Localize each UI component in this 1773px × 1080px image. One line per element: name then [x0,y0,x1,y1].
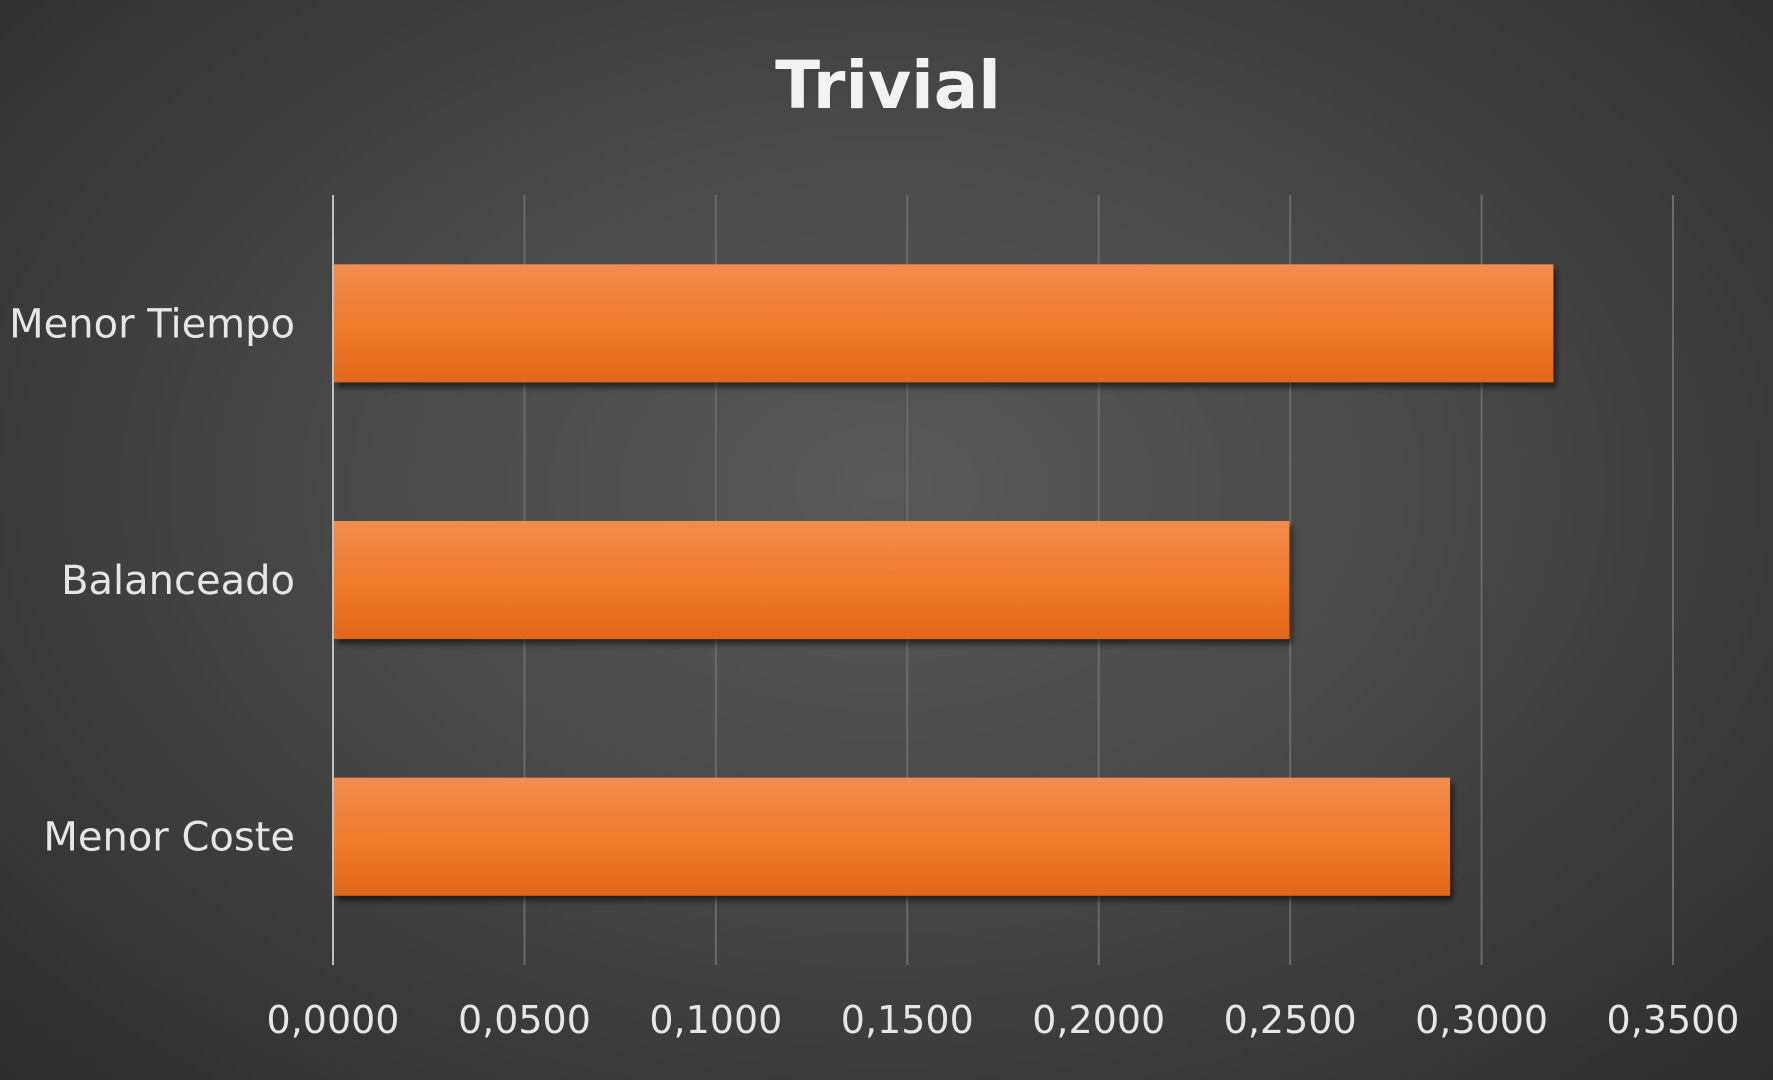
axes: 0,0000 0,0500 0,1000 0,1500 0,2000 0,2500 0,30… [9,195,1739,1042]
bar-balanceado [334,520,1290,640]
x-tick-label: 0,3500 [1607,998,1740,1042]
bar-menor-tiempo [334,264,1554,383]
x-tick-label: 0,2500 [1224,998,1357,1042]
y-category-label: Menor Coste [43,815,295,861]
x-tick-label: 0,3000 [1415,998,1548,1042]
y-category-label: Balanceado [61,558,295,604]
y-category-label: Menor Tiempo [9,301,295,347]
bar-menor-coste [334,777,1451,896]
chart-title: Trivial [775,47,1001,124]
x-tick-label: 0,1000 [649,998,782,1042]
bars [334,264,1554,896]
x-tick-label: 0,0000 [267,998,400,1042]
x-tick-label: 0,0500 [458,998,591,1042]
x-tick-label: 0,2000 [1032,998,1165,1042]
x-tick-label: 0,1500 [841,998,974,1042]
